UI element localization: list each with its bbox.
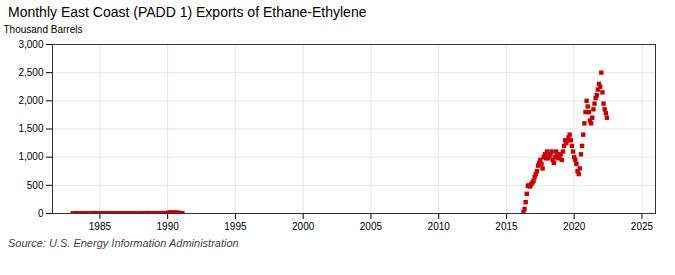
svg-text:2025: 2025 [631, 221, 654, 232]
svg-text:2000: 2000 [292, 221, 315, 232]
svg-text:2010: 2010 [428, 221, 451, 232]
svg-text:Thousand Barrels: Thousand Barrels [4, 24, 83, 35]
svg-text:2005: 2005 [360, 221, 383, 232]
svg-text:1990: 1990 [157, 221, 180, 232]
svg-text:2020: 2020 [563, 221, 586, 232]
svg-text:500: 500 [27, 180, 44, 191]
svg-text:1,000: 1,000 [18, 151, 43, 162]
svg-text:2,000: 2,000 [18, 95, 43, 106]
html-text:Source: U.S. Energy Informatio: Source: U.S. Energy Information Administ… [8, 237, 239, 249]
html-text:Monthly East Coast (PADD 1) Ex: Monthly East Coast (PADD 1) Exports of E… [8, 4, 367, 20]
svg-text:1985: 1985 [89, 221, 112, 232]
svg-text:2015: 2015 [495, 221, 518, 232]
svg-text:3,000: 3,000 [18, 39, 43, 50]
svg-text:1,500: 1,500 [18, 123, 43, 134]
svg-text:1995: 1995 [224, 221, 247, 232]
svg-text:2,500: 2,500 [18, 67, 43, 78]
svg-text:0: 0 [38, 208, 44, 219]
